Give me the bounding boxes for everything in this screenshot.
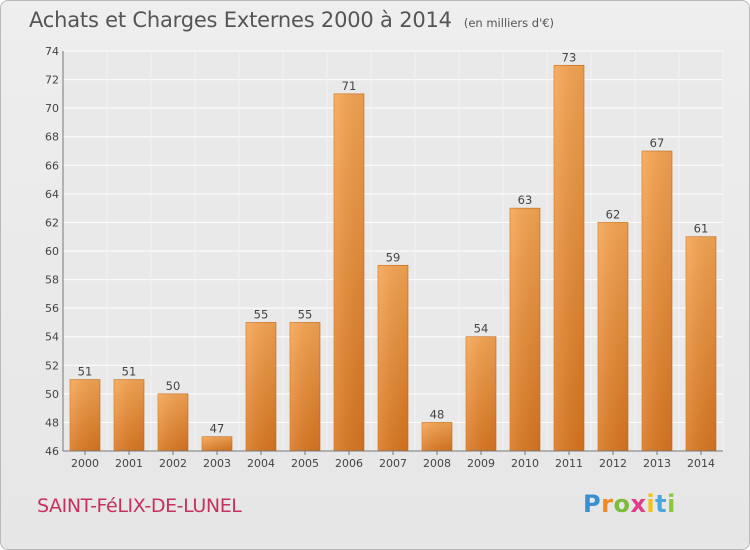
- x-tick-label: 2008: [423, 457, 451, 470]
- data-label: 67: [650, 136, 665, 150]
- bar-shade: [334, 93, 364, 451]
- y-tick-label: 68: [45, 131, 59, 144]
- bar-group: 55: [245, 307, 277, 452]
- y-tick-label: 58: [45, 274, 59, 287]
- bar-shade: [378, 265, 408, 451]
- bar-shade: [290, 322, 320, 451]
- y-tick-label: 54: [45, 331, 59, 344]
- bar-group: 61: [685, 222, 717, 452]
- y-tick-label: 48: [45, 416, 59, 429]
- y-tick-label: 50: [45, 388, 59, 401]
- x-tick-label: 2002: [159, 457, 187, 470]
- data-label: 71: [342, 79, 357, 93]
- bar-shade: [202, 436, 232, 451]
- x-tick-label: 2014: [687, 457, 715, 470]
- x-tick-label: 2012: [599, 457, 627, 470]
- data-label: 47: [210, 422, 225, 436]
- bar-shade: [422, 422, 452, 451]
- logo-letter: r: [601, 490, 614, 518]
- bar-shade: [70, 379, 100, 451]
- x-tick-label: 2007: [379, 457, 407, 470]
- bar-shade: [554, 65, 584, 452]
- x-tick-label: 2001: [115, 457, 143, 470]
- x-tick-label: 2010: [511, 457, 539, 470]
- x-tick-label: 2004: [247, 457, 275, 470]
- place-name: SAINT-FéLIX-DE-LUNEL: [37, 495, 242, 517]
- data-label: 51: [122, 365, 137, 379]
- bar-group: 51: [113, 365, 145, 452]
- bar-shade: [686, 236, 716, 451]
- data-label: 50: [166, 379, 181, 393]
- bar-group: 59: [377, 250, 409, 452]
- title-row: Achats et Charges Externes 2000 à 2014 (…: [29, 8, 554, 32]
- x-tick-label: 2003: [203, 457, 231, 470]
- y-tick-label: 70: [45, 102, 59, 115]
- logo-letter: i: [646, 490, 656, 518]
- bar-shade: [246, 322, 276, 451]
- x-tick-label: 2006: [335, 457, 363, 470]
- x-tick-label: 2005: [291, 457, 319, 470]
- y-tick-label: 72: [45, 74, 59, 87]
- y-tick-label: 46: [45, 445, 59, 458]
- bar-shade: [466, 336, 496, 451]
- bar-group: 51: [69, 365, 101, 452]
- x-tick-label: 2011: [555, 457, 583, 470]
- bar-shade: [510, 208, 540, 451]
- y-tick-label: 62: [45, 216, 59, 229]
- logo-text: Proxiti: [583, 490, 676, 518]
- bars: 51 51 50 47 55 55 71 59 48 54 63 73 62 67 61: [69, 50, 717, 452]
- bar-group: 48: [421, 407, 453, 452]
- data-label: 48: [430, 407, 445, 421]
- y-tick-label: 74: [45, 45, 59, 58]
- data-label: 54: [474, 322, 489, 336]
- data-label: 55: [298, 307, 313, 321]
- x-tick-label: 2009: [467, 457, 495, 470]
- proxiti-logo[interactable]: Proxiti: [583, 490, 676, 518]
- chart-title: Achats et Charges Externes 2000 à 2014: [29, 8, 452, 32]
- y-tick-label: 60: [45, 245, 59, 258]
- logo-letter: t: [655, 490, 668, 518]
- logo-letter: P: [583, 490, 602, 518]
- bar-shade: [158, 393, 188, 451]
- data-label: 61: [694, 222, 709, 236]
- chart-subtitle: (en milliers d'€): [463, 16, 555, 30]
- bar-group: 50: [157, 379, 189, 452]
- y-tick-label: 66: [45, 159, 59, 172]
- x-tick-label: 2000: [71, 457, 99, 470]
- bar-shade: [598, 222, 628, 451]
- x-tick-label: 2013: [643, 457, 671, 470]
- data-label: 63: [518, 193, 533, 207]
- y-tick-label: 64: [45, 188, 59, 201]
- bar-group: 73: [553, 50, 585, 452]
- axes: 46 48 50 52 54 56 58 60 62 64 66 68 70 72 74 2000 2001 20…: [45, 45, 723, 470]
- bar-group: 71: [333, 79, 365, 452]
- data-label: 55: [254, 307, 269, 321]
- bar-shade: [642, 151, 672, 451]
- logo-letter: i: [667, 490, 676, 518]
- bar-group: 54: [465, 322, 497, 452]
- y-tick-label: 52: [45, 359, 59, 372]
- logo-letter: o: [613, 490, 631, 518]
- y-tick-label: 56: [45, 302, 59, 315]
- bar-group: 63: [509, 193, 541, 452]
- data-label: 59: [386, 250, 401, 264]
- bar-group: 55: [289, 307, 321, 452]
- data-label: 62: [606, 207, 621, 221]
- data-label: 51: [78, 365, 93, 379]
- logo-letter: x: [630, 490, 647, 518]
- bar-group: 67: [641, 136, 673, 452]
- data-label: 73: [562, 50, 577, 64]
- bar-group: 47: [201, 422, 233, 452]
- bar-shade: [114, 379, 144, 451]
- bar-group: 62: [597, 207, 629, 452]
